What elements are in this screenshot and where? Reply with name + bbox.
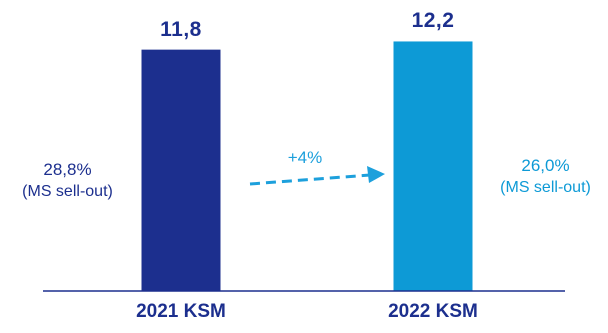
category-label-2022: 2022 KSM bbox=[388, 301, 478, 322]
bar-2022 bbox=[393, 41, 473, 291]
growth-annotation: +4% bbox=[287, 148, 323, 167]
market-share-note-2022: (MS sell-out) bbox=[500, 179, 591, 196]
market-share-value-2022: 26,0% bbox=[521, 156, 570, 175]
growth-arrow-line bbox=[249, 173, 371, 186]
bar-value-label-2022: 12,2 bbox=[411, 9, 455, 33]
growth-arrow-head bbox=[367, 166, 385, 183]
bar-2021 bbox=[141, 49, 221, 291]
market-share-note-2021: (MS sell-out) bbox=[22, 183, 113, 200]
market-share-annotation-2022: 26,0% (MS sell-out) bbox=[483, 155, 608, 199]
market-share-annotation-2021: 28,8% (MS sell-out) bbox=[5, 159, 130, 203]
market-share-value-2021: 28,8% bbox=[43, 160, 92, 179]
category-label-2021: 2021 KSM bbox=[136, 301, 226, 322]
bar-value-label-2021: 11,8 bbox=[160, 17, 202, 41]
